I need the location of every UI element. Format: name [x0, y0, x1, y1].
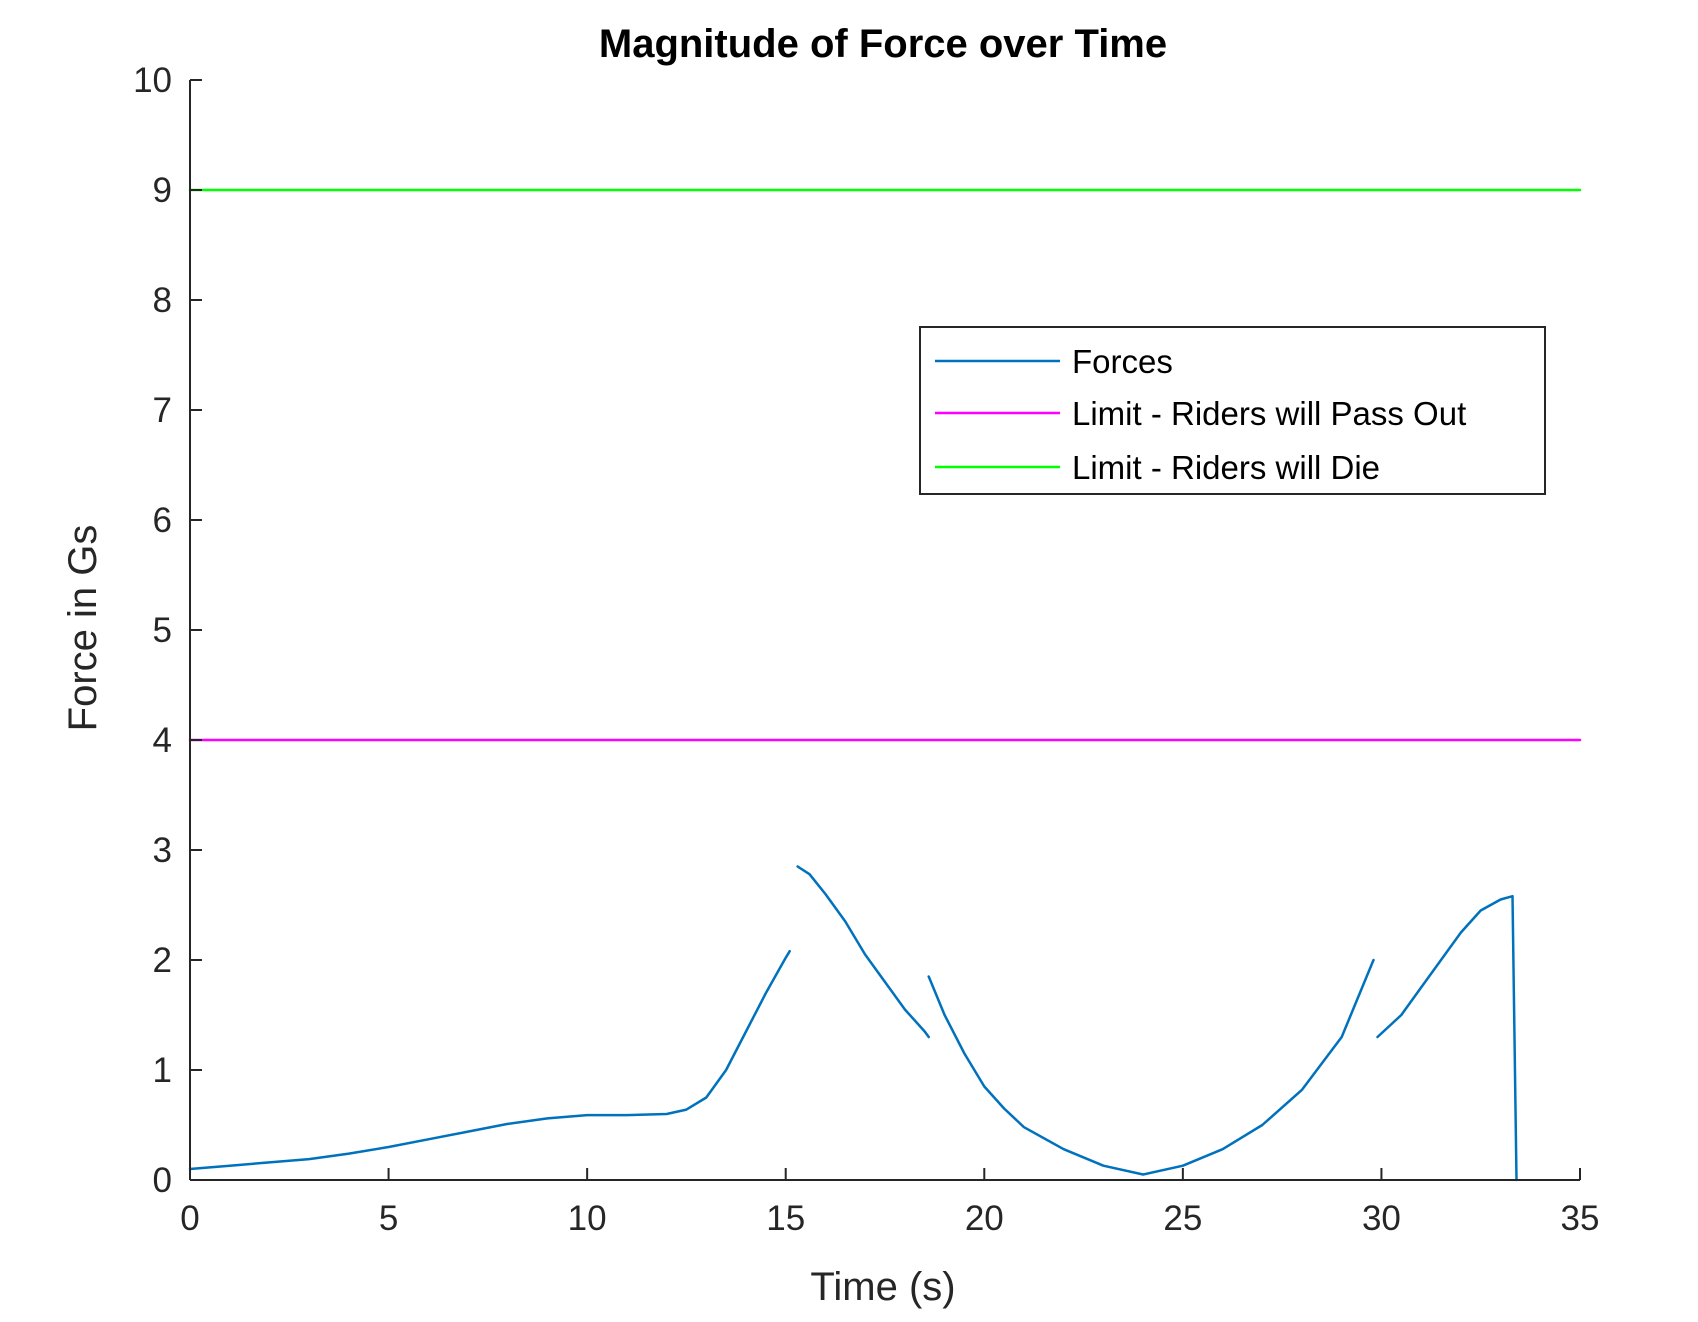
legend-label: Limit - Riders will Pass Out: [1072, 395, 1466, 432]
series-0-segment-2: [927, 958, 1375, 1176]
x-tick-label: 10: [568, 1199, 607, 1238]
y-tick-label: 7: [153, 391, 172, 430]
y-tick-label: 5: [153, 611, 172, 650]
x-tick-label: 35: [1561, 1199, 1600, 1238]
series-0-segment-0: [188, 949, 791, 1171]
y-tick-label: 0: [153, 1161, 172, 1200]
series-0-segment-1: [796, 865, 930, 1039]
series-0-segment-3: [1376, 894, 1518, 1182]
x-tick-label: 5: [379, 1199, 398, 1238]
legend: Forces Limit - Riders will Pass Out Limit …: [919, 326, 1546, 495]
y-tick-label: 1: [153, 1051, 172, 1090]
x-axis-label: Time (s): [810, 1265, 955, 1309]
y-tick-label: 4: [153, 721, 172, 760]
x-tick-label: 15: [766, 1199, 805, 1238]
y-tick-label: 6: [153, 501, 172, 540]
x-tick-label: 30: [1362, 1199, 1401, 1238]
x-tick-label: 25: [1163, 1199, 1202, 1238]
axes: [189, 79, 1581, 1181]
chart-title: Magnitude of Force over Time: [599, 22, 1167, 66]
y-tick-label: 8: [153, 281, 172, 320]
series-layer: [188, 188, 1582, 1182]
y-tick-label: 2: [153, 941, 172, 980]
y-axis-label: Force in Gs: [61, 525, 105, 732]
y-tick-label: 10: [133, 61, 172, 100]
x-tick-label: 20: [965, 1199, 1004, 1238]
x-tick-label: 0: [180, 1199, 199, 1238]
tick-labels: 0 5 10 15 20 25 30 35 0 1 2 3 4 5 6 7 8 9 10: [133, 61, 1599, 1238]
legend-label: Limit - Riders will Die: [1072, 449, 1380, 486]
legend-label: Forces: [1072, 343, 1173, 380]
y-tick-label: 9: [153, 171, 172, 210]
y-tick-label: 3: [153, 831, 172, 870]
